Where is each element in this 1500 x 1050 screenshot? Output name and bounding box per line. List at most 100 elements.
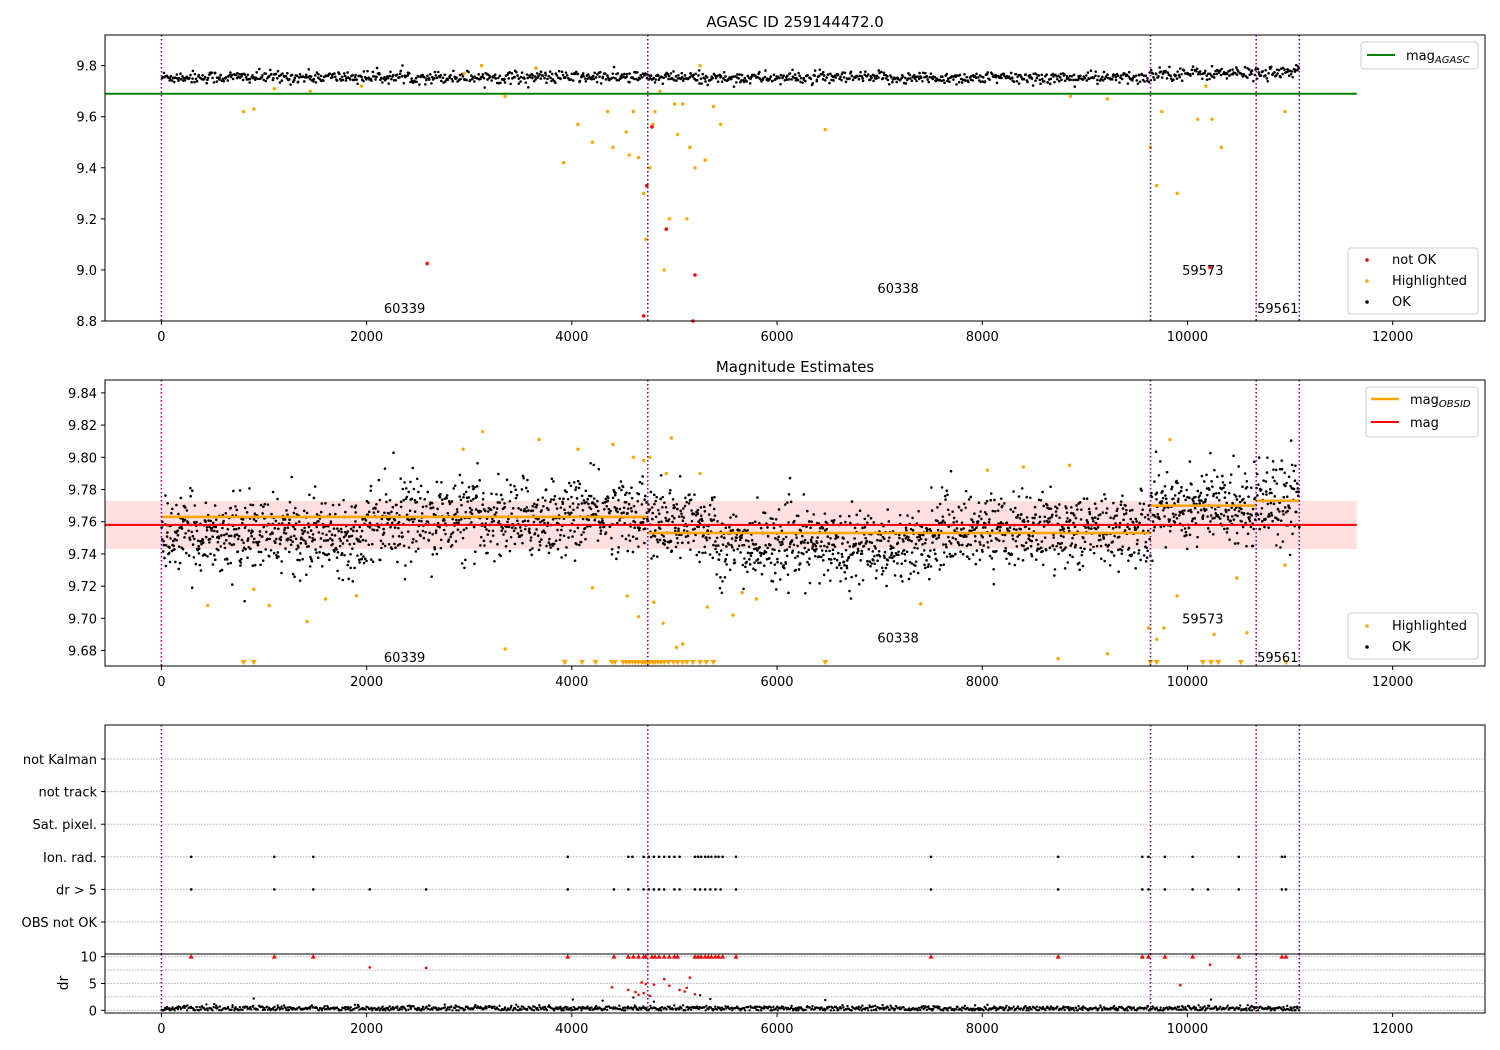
ok-point	[193, 80, 196, 84]
ok-point	[440, 79, 443, 83]
ok-point	[674, 545, 678, 549]
ok-point	[580, 533, 583, 537]
ok-point	[625, 491, 628, 494]
ok-point	[1225, 72, 1229, 76]
ok-point	[914, 560, 918, 563]
ok-point	[553, 494, 557, 498]
ok-point	[1163, 515, 1166, 518]
flag-row-label: OBS not OK	[22, 916, 98, 931]
ok-point	[650, 506, 654, 509]
dr-point	[344, 1008, 347, 1011]
ok-point	[1148, 509, 1152, 512]
ok-point	[222, 533, 226, 537]
ok-point	[1109, 516, 1112, 520]
ok-point	[1057, 552, 1060, 556]
ok-point	[477, 73, 481, 76]
ok-point	[179, 72, 182, 76]
ok-point	[595, 505, 599, 509]
ok-point	[882, 554, 886, 558]
ok-point	[731, 546, 734, 549]
ok-point	[1223, 483, 1226, 487]
dr-point	[428, 1008, 432, 1011]
ok-point	[190, 489, 194, 493]
ok-point	[825, 527, 828, 531]
dr-point	[616, 1007, 620, 1011]
ok-point	[188, 536, 191, 540]
ok-point	[524, 81, 528, 84]
ok-point	[637, 545, 640, 548]
ok-point	[206, 555, 209, 558]
ok-point	[1122, 518, 1125, 522]
ok-point	[567, 536, 570, 539]
ok-point	[328, 530, 331, 533]
ok-point	[1247, 68, 1251, 71]
highlighted-point	[1105, 97, 1110, 101]
ok-point	[1179, 489, 1183, 493]
ok-point	[1100, 499, 1104, 503]
ok-point	[180, 527, 184, 530]
ok-point	[1271, 519, 1274, 523]
ok-point	[1212, 72, 1216, 76]
legend-label-ok: OK	[1392, 295, 1411, 310]
ok-point	[1174, 74, 1178, 77]
ok-point	[593, 518, 597, 522]
dr-point	[743, 1009, 747, 1012]
ok-point	[1160, 500, 1164, 503]
ok-point	[1014, 539, 1017, 543]
ok-point	[908, 538, 911, 542]
ok-point	[479, 510, 483, 513]
ok-point	[911, 529, 915, 532]
ok-point	[503, 502, 506, 505]
ok-point	[503, 77, 506, 81]
ok-point	[756, 496, 759, 499]
dr-point	[165, 1007, 168, 1011]
ok-point	[990, 72, 994, 76]
ok-point	[1212, 494, 1215, 498]
ok-point	[536, 498, 540, 502]
highlighted-point	[627, 153, 631, 157]
ok-point	[174, 560, 177, 564]
ok-point	[988, 534, 992, 538]
panel2-legend-upper: magOBSID mag	[1365, 386, 1479, 438]
ok-point	[243, 506, 247, 510]
ok-point	[854, 542, 858, 546]
ok-point	[641, 520, 645, 524]
ok-point	[945, 72, 949, 76]
ok-point	[727, 543, 731, 546]
ok-point	[1123, 529, 1127, 532]
ok-point	[366, 69, 369, 73]
ok-point	[1042, 504, 1046, 508]
highlighted-point	[576, 122, 580, 127]
ok-point	[676, 507, 679, 511]
ok-point	[430, 575, 433, 578]
ok-point	[1067, 526, 1070, 530]
ok-point	[1118, 81, 1121, 84]
ok-point	[1142, 529, 1145, 533]
ok-point	[1223, 491, 1227, 494]
ok-point	[1216, 69, 1220, 72]
ok-point	[343, 553, 346, 557]
ok-point	[566, 497, 570, 501]
ok-point	[1041, 563, 1045, 567]
dr-point	[739, 1009, 742, 1012]
ok-point	[693, 527, 696, 531]
ok-point	[1120, 549, 1124, 552]
panel2-axes: 0 2000 4000 6000 8000 10000 120009.689.709.729…	[68, 387, 1413, 690]
ok-point	[197, 73, 200, 77]
ok-point	[622, 506, 626, 510]
ok-point	[811, 545, 815, 548]
ok-point	[1198, 502, 1202, 505]
ok-point	[1248, 516, 1251, 519]
ok-point	[348, 542, 352, 546]
ok-point	[403, 481, 406, 484]
flag-point	[1141, 855, 1144, 859]
ok-point	[564, 553, 567, 557]
highlighted-point	[1245, 631, 1249, 635]
ok-point	[679, 556, 682, 560]
ok-point	[164, 494, 167, 497]
ok-point	[468, 78, 472, 82]
dr-point	[624, 1009, 627, 1012]
ok-point	[996, 525, 1000, 529]
